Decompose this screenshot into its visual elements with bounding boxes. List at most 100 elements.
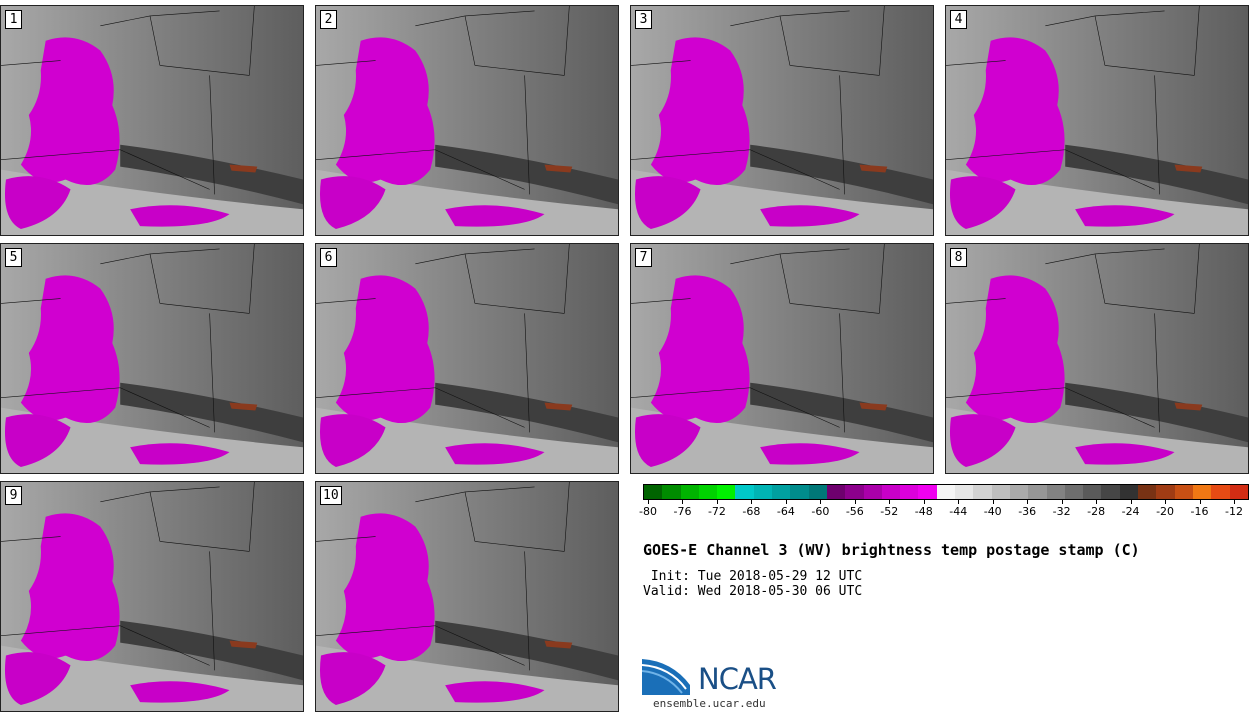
colorbar-tick <box>1234 500 1235 504</box>
colorbar-segment <box>1083 485 1102 499</box>
colorbar-segment <box>881 485 901 499</box>
map-panel: 7 <box>630 243 934 474</box>
colorbar-segment <box>753 485 773 499</box>
colorbar-tick-labels: -80 -76 -72 -68 -64 -60 -56 -52 -48 -44 -40 -36 -32 -… <box>639 500 1249 522</box>
colorbar-tick <box>820 500 822 504</box>
colorbar-segment <box>790 485 809 499</box>
panel-number: 8 <box>950 248 967 267</box>
colorbar-segment <box>1192 485 1212 499</box>
colorbar-tick-label: -32 <box>1052 505 1071 518</box>
colorbar-tick-label: -64 <box>776 505 795 518</box>
colorbar-segment <box>955 485 974 499</box>
colorbar-segment <box>1046 485 1065 499</box>
colorbar-tick <box>785 500 787 504</box>
colorbar-segment <box>662 485 681 499</box>
init-time: Init: Tue 2018-05-29 12 UTC <box>643 569 863 584</box>
colorbar-tick-label: -48 <box>914 505 933 518</box>
colorbar-segment <box>900 485 919 499</box>
colorbar-segment <box>845 485 864 499</box>
colorbar-segment <box>1156 485 1175 499</box>
panel-number: 4 <box>950 10 967 29</box>
water-vapor-map <box>946 244 1248 473</box>
water-vapor-map <box>631 244 933 473</box>
logo-text: NCAR <box>698 662 777 696</box>
colorbar-tick-label: -52 <box>880 505 899 518</box>
colorbar-tick <box>751 500 753 504</box>
colorbar-segment <box>863 485 882 499</box>
colorbar-segment <box>1229 485 1248 499</box>
colorbar-segment <box>1064 485 1084 499</box>
colorbar-segment <box>1101 485 1120 499</box>
colorbar-tick <box>1130 500 1132 504</box>
water-vapor-map <box>1 6 303 235</box>
colorbar-segment <box>991 485 1010 499</box>
panel-number: 2 <box>320 10 337 29</box>
colorbar-tick-label: -36 <box>1018 505 1037 518</box>
colorbar-segment <box>1009 485 1029 499</box>
colorbar-segment <box>808 485 827 499</box>
colorbar-tick <box>854 500 856 504</box>
colorbar-tick-label: -12 <box>1225 505 1243 518</box>
colorbar-tick <box>648 500 649 504</box>
map-panel: 9 <box>0 481 304 712</box>
colorbar-segment <box>826 485 846 499</box>
colorbar-segment <box>698 485 718 499</box>
colorbar-segment <box>936 485 956 499</box>
logo-url: ensemble.ucar.edu <box>653 697 766 710</box>
panel-number: 10 <box>320 486 342 505</box>
map-panel: 10 <box>315 481 619 712</box>
colorbar-segment <box>973 485 992 499</box>
figure-title: GOES-E Channel 3 (WV) brightness temp po… <box>643 541 1140 559</box>
colorbar-tick-label: -28 <box>1087 505 1106 518</box>
map-panel: 6 <box>315 243 619 474</box>
colorbar-segment <box>735 485 754 499</box>
colorbar-tick-label: -60 <box>811 505 830 518</box>
map-panel: 1 <box>0 5 304 236</box>
colorbar-segment <box>1028 485 1047 499</box>
water-vapor-map <box>316 6 618 235</box>
colorbar-tick-label: -16 <box>1190 505 1209 518</box>
colorbar-tick <box>682 500 684 504</box>
colorbar-tick <box>992 500 994 504</box>
colorbar-segment <box>644 485 663 499</box>
map-panel: 2 <box>315 5 619 236</box>
colorbar-tick-label: -44 <box>949 505 968 518</box>
colorbar-segment <box>680 485 699 499</box>
colorbar-segment <box>1138 485 1157 499</box>
colorbar-tick <box>1061 500 1063 504</box>
colorbar-segment <box>918 485 937 499</box>
panel-number: 7 <box>635 248 652 267</box>
colorbar-tick-label: -72 <box>707 505 726 518</box>
water-vapor-map <box>1 244 303 473</box>
water-vapor-map <box>1 482 303 711</box>
panel-number: 5 <box>5 248 22 267</box>
colorbar-tick <box>1199 500 1201 504</box>
colorbar-tick-label: -40 <box>983 505 1002 518</box>
map-panel: 5 <box>0 243 304 474</box>
colorbar-tick <box>889 500 891 504</box>
water-vapor-map <box>631 6 933 235</box>
valid-time: Valid: Wed 2018-05-30 06 UTC <box>643 584 863 599</box>
panel-number: 9 <box>5 486 22 505</box>
colorbar-tick <box>1027 500 1029 504</box>
colorbar-tick <box>1096 500 1098 504</box>
colorbar-tick-label: -56 <box>845 505 864 518</box>
water-vapor-map <box>316 482 618 711</box>
colorbar-segment <box>717 485 736 499</box>
map-panel: 8 <box>945 243 1249 474</box>
water-vapor-map <box>946 6 1248 235</box>
map-panel: 4 <box>945 5 1249 236</box>
colorbar-segment <box>1174 485 1193 499</box>
colorbar-tick-label: -68 <box>742 505 761 518</box>
colorbar-tick <box>958 500 960 504</box>
panel-number: 3 <box>635 10 652 29</box>
water-vapor-map <box>316 244 618 473</box>
colorbar-tick <box>923 500 925 504</box>
panel-number: 1 <box>5 10 22 29</box>
colorbar-tick <box>716 500 718 504</box>
colorbar-tick-label: -24 <box>1121 505 1140 518</box>
colorbar-segment <box>772 485 791 499</box>
panel-number: 6 <box>320 248 337 267</box>
map-panel: 3 <box>630 5 934 236</box>
colorbar-segment <box>1119 485 1139 499</box>
